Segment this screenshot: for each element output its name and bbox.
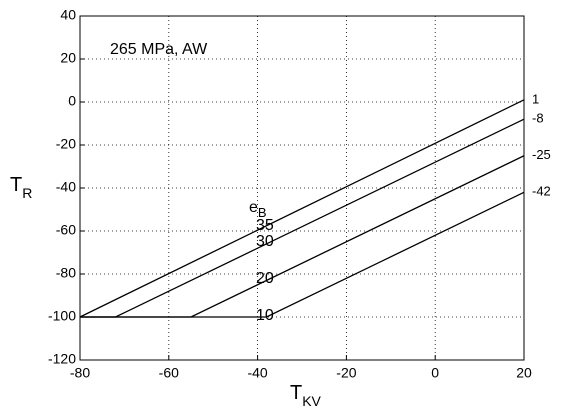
curve-level-label: 10	[256, 307, 274, 324]
annotation: 265 MPa, AW	[110, 41, 208, 58]
x-label-sub: KV	[302, 393, 321, 409]
y-label-main: T	[10, 174, 22, 196]
curve-level-label: 20	[256, 270, 274, 287]
y-tick-label: -120	[48, 351, 76, 367]
series-label: 1	[532, 91, 539, 106]
y-tick-label: -20	[56, 136, 76, 152]
y-axis-label: TR	[10, 174, 32, 200]
series-line	[79, 99, 525, 318]
series-line	[80, 118, 525, 318]
x-tick-label: 20	[516, 365, 532, 381]
curve-label: eB	[249, 199, 267, 220]
curve-label-main: e	[249, 199, 258, 216]
x-axis-label: TKV	[290, 382, 322, 408]
curve-label-sub: B	[258, 205, 267, 220]
series-line	[80, 191, 525, 318]
curve-level-label: 30	[256, 233, 274, 250]
x-tick-label: -40	[247, 365, 267, 381]
series-label: -42	[532, 184, 551, 199]
y-tick-label: -80	[56, 265, 76, 281]
y-tick-label: -40	[56, 179, 76, 195]
y-tick-label: 0	[68, 93, 76, 109]
y-label-sub: R	[22, 185, 32, 201]
series-label: -25	[532, 147, 551, 162]
x-tick-label: 0	[431, 365, 439, 381]
y-tick-label: 20	[60, 50, 76, 66]
x-tick-label: -60	[159, 365, 179, 381]
x-tick-label: -80	[70, 365, 90, 381]
curve-level-label: 35	[256, 217, 274, 234]
series-label: -8	[532, 111, 544, 126]
x-label-main: T	[290, 382, 302, 404]
x-tick-label: -20	[336, 365, 356, 381]
y-tick-label: 40	[60, 7, 76, 23]
series-line	[80, 155, 525, 318]
y-tick-label: -100	[48, 308, 76, 324]
y-tick-label: -60	[56, 222, 76, 238]
